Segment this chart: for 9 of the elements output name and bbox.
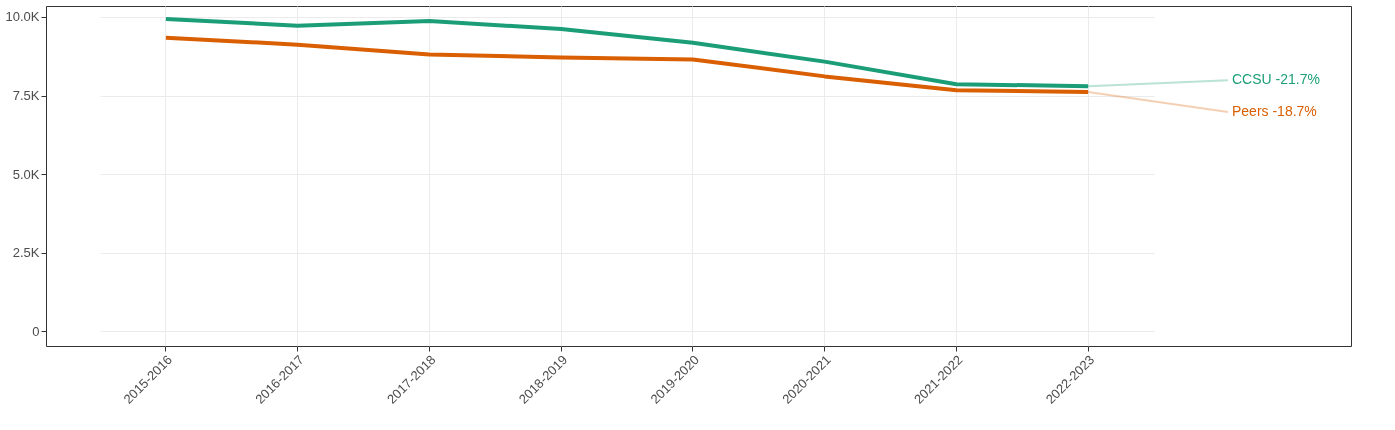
- text: Peers -18.7%: [1232, 103, 1317, 120]
- y-tick-label: 7.5K: [12, 88, 40, 104]
- y-tick-label: 2.5K: [12, 245, 40, 261]
- y-tick-label: 5.0K: [12, 166, 40, 182]
- y-tick-label: 10.0K: [5, 9, 40, 25]
- line-series: [163, 16, 1091, 89]
- text: CCSU -21.7%: [1232, 71, 1320, 88]
- y-tick-label: 0: [32, 323, 40, 339]
- line-series: [163, 35, 1091, 95]
